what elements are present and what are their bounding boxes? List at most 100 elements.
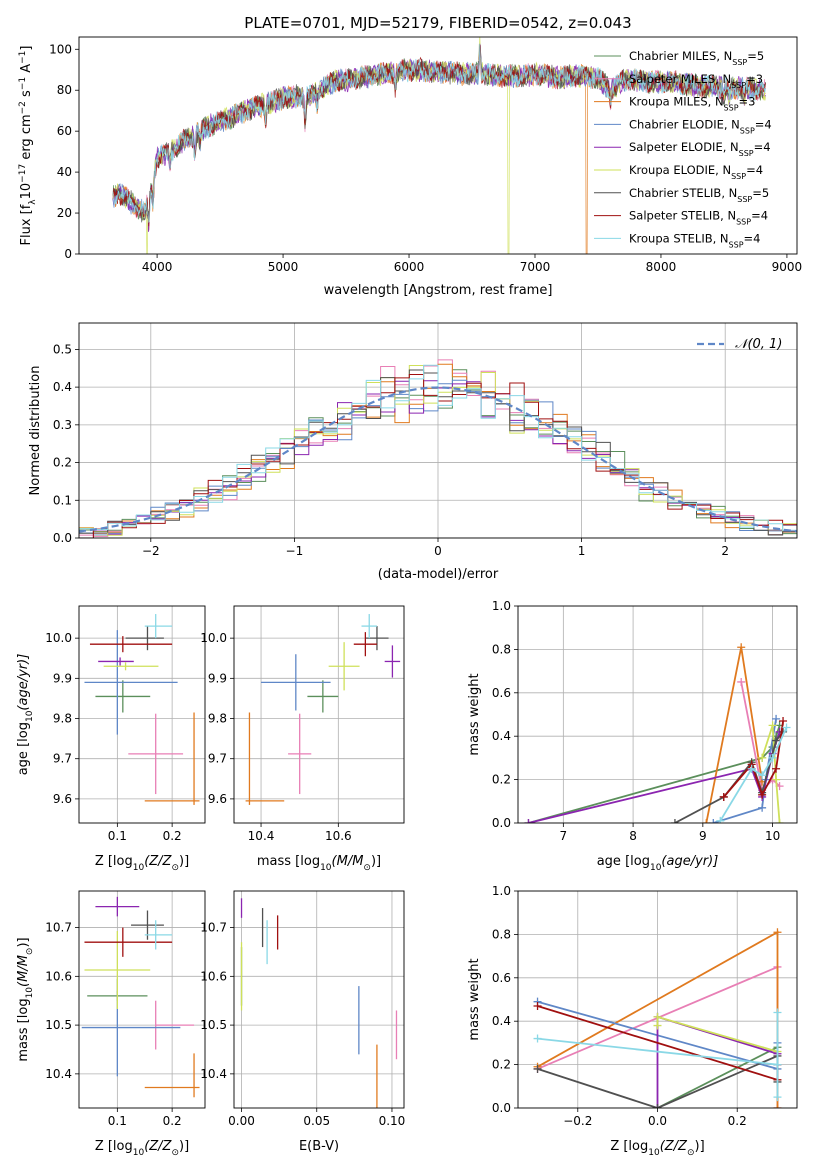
x-tick-label: 10.6 — [325, 829, 352, 843]
plus-marker — [758, 753, 767, 762]
point-chabrier-stelib — [125, 626, 164, 651]
grid — [234, 891, 404, 1108]
y-tick-label: 9.7 — [53, 752, 72, 766]
x-axis-label-part: mass [log — [257, 854, 320, 869]
ticks: −2 −1 0 1 2 0.0 0.1 0.2 0.3 0.4 0.5 — [53, 342, 729, 558]
plot-area — [518, 891, 797, 1108]
y-tick-label: 9.6 — [208, 792, 227, 806]
y-tick-label: 0.8 — [492, 927, 511, 941]
point-chabrier-elodie — [84, 630, 178, 735]
x-tick-label: −0.2 — [563, 1114, 592, 1128]
y-tick-label: 10.0 — [45, 631, 72, 645]
plus-marker — [533, 1064, 542, 1073]
plus-marker — [747, 764, 756, 773]
gaussian-curve — [79, 386, 797, 533]
plus-marker — [773, 1104, 782, 1108]
plus-marker — [775, 819, 784, 823]
plus-marker — [709, 819, 718, 823]
x-tick-label: 2 — [721, 544, 729, 558]
legend-value: =5 — [752, 186, 769, 200]
legend-name: Kroupa ELODIE, N — [629, 163, 731, 177]
y-axis-label-part: 10 — [25, 710, 35, 722]
y-tick-label: 9.8 — [53, 712, 72, 726]
axes-frame — [233, 605, 405, 824]
legend-value: =3 — [746, 72, 763, 86]
x-axis-label-part: Z [log — [95, 854, 133, 869]
y-tick-label: 0.6 — [492, 971, 511, 985]
point-kroupa-miles — [144, 712, 200, 805]
point-chabrier-miles — [307, 680, 339, 713]
legend-value: =4 — [751, 209, 768, 223]
y-tick-label: 0.2 — [492, 1058, 511, 1072]
panel-age_vs_Z: 0.1 0.2 9.6 9.7 9.8 9.9 10.0 — [45, 605, 206, 843]
plus-marker — [702, 819, 711, 823]
figure-title: PLATE=0701, MJD=52179, FIBERID=0542, z=0… — [244, 14, 631, 32]
y-tick-label: 10.7 — [45, 921, 72, 935]
x-axis-label: E(B-V) — [299, 1139, 339, 1154]
y-axis-label: mass weight — [467, 673, 482, 755]
legend-entry-chabrier-elodie: Chabrier ELODIE, NSSP=4 — [629, 117, 772, 135]
point-kroupa-elodie — [84, 930, 151, 1010]
legend-sub: SSP — [731, 80, 746, 89]
point-kroupa-miles — [245, 712, 285, 805]
y-axis-label: mass weight — [467, 958, 482, 1040]
legend-name: Salpeter MILES, N — [629, 72, 731, 86]
panel-mass_vs_ebv: 0.00 0.05 0.10 10.4 10.5 10.6 10.7 — [200, 890, 405, 1128]
plus-marker — [758, 803, 767, 812]
plot-area — [79, 606, 205, 823]
x-axis-label-part: (Z/Z — [660, 1139, 688, 1154]
y-axis-label-part: Flux [f — [19, 204, 34, 245]
legend-name: Salpeter ELODIE, N — [629, 140, 739, 154]
y-tick-label: 1.0 — [492, 599, 511, 613]
plus-marker — [670, 819, 679, 823]
legend-sub: SSP — [729, 240, 744, 249]
point-salpeter-elodie — [98, 657, 134, 666]
series-line — [713, 718, 777, 823]
legend-sub: SSP — [731, 172, 746, 181]
legend-sub: SSP — [737, 194, 752, 203]
y-tick-label: 40 — [57, 165, 72, 179]
y-tick-label: 80 — [57, 83, 72, 97]
x-axis-label: Z [log10(Z/Z⊙)] — [95, 854, 189, 873]
plot-area — [79, 891, 205, 1108]
y-tick-label: 10.5 — [45, 1018, 72, 1032]
legend-name: Chabrier ELODIE, N — [629, 117, 740, 131]
y-axis-label: age [log10(age/yr)] — [16, 654, 35, 776]
x-axis-label: mass [log10(M/M⊙)] — [257, 854, 381, 873]
grid — [518, 606, 797, 823]
x-axis-label-part: 10 — [133, 1148, 145, 1158]
x-tick-label: 0 — [434, 544, 442, 558]
y-axis-label-part: age [log — [16, 722, 31, 775]
y-axis-label-part: λ — [28, 199, 38, 205]
x-tick-label: 9 — [699, 829, 707, 843]
y-axis-label-part: mass [log — [16, 998, 31, 1061]
plus-marker — [772, 714, 781, 723]
x-axis-label-part: 10 — [650, 863, 662, 873]
y-axis-label-part: 10 — [25, 987, 35, 999]
y-tick-label: 9.8 — [208, 712, 227, 726]
plus-marker — [524, 819, 533, 823]
x-axis-label: age [log10(age/yr)] — [597, 854, 719, 873]
x-tick-label: 0.1 — [108, 1114, 127, 1128]
y-tick-label: 0.6 — [492, 686, 511, 700]
y-axis-label: mass [log10(M/M⊙)] — [16, 937, 35, 1061]
legend-entry-chabrier-stelib: Chabrier STELIB, NSSP=5 — [629, 186, 769, 204]
x-tick-label: 10.4 — [248, 829, 275, 843]
point-salpeter-miles — [288, 713, 312, 795]
panel-residuals: −2 −1 0 1 2 0.0 0.1 0.2 0.3 0.4 0.5 — [53, 322, 798, 558]
y-tick-label: 10.6 — [45, 969, 72, 983]
y-tick-label: 10.6 — [200, 969, 227, 983]
axes-frame — [78, 890, 206, 1109]
y-tick-label: 20 — [57, 206, 72, 220]
y-tick-label: 0.4 — [53, 380, 72, 394]
y-tick-label: 0.0 — [53, 531, 72, 545]
x-axis-label-part: (Z/Z — [144, 1139, 172, 1154]
point-kroupa-elodie — [328, 642, 360, 691]
plus-marker — [737, 643, 746, 652]
plus-marker — [533, 1002, 542, 1011]
plus-marker — [773, 928, 782, 937]
ticks: 0.00 0.05 0.10 10.4 10.5 10.6 10.7 — [200, 921, 405, 1128]
x-axis-label-part: Z [log — [610, 1139, 648, 1154]
